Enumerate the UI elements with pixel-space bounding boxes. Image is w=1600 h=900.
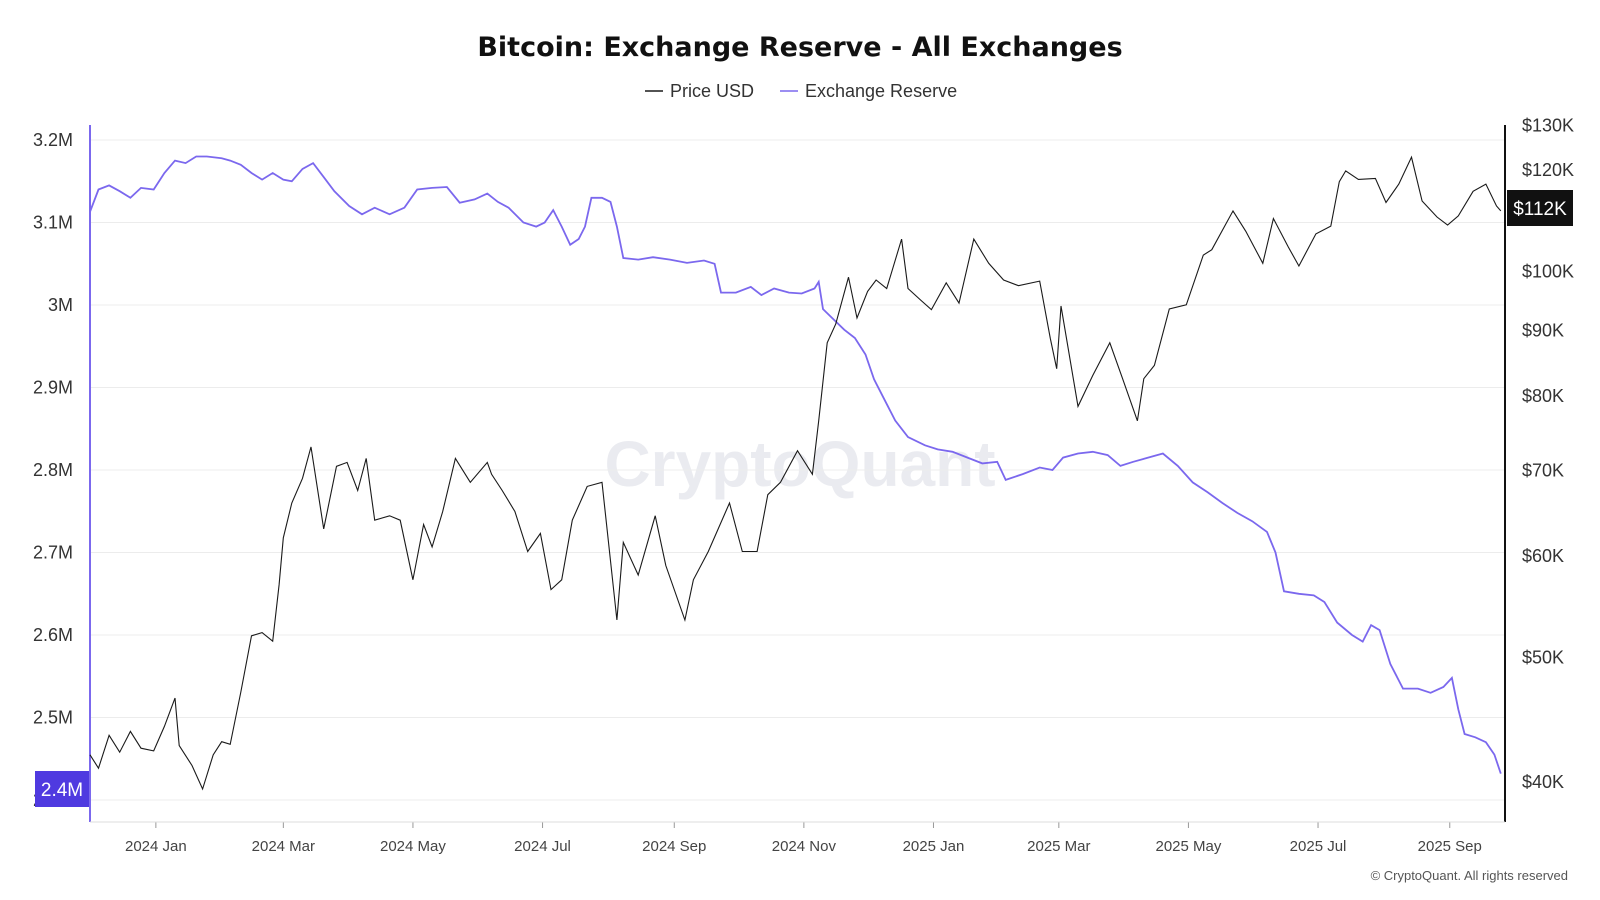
left-tick-label: 2.9M	[33, 378, 73, 398]
x-tick-label: 2024 Jul	[514, 838, 571, 855]
left-tick-label: 3M	[48, 295, 73, 315]
gridlines	[90, 139, 1505, 801]
x-axis-ticks: 2024 Jan 2024 Mar 2024 May 2024 Jul 2024 Sep…	[125, 822, 1482, 855]
x-tick-label: 2024 Nov	[772, 838, 837, 855]
right-tick-label: $100K	[1522, 262, 1574, 282]
x-tick-label: 2024 May	[380, 838, 446, 855]
right-tick-label: $40K	[1522, 772, 1564, 792]
left-tick-label: 2.6M	[33, 625, 73, 645]
x-tick-label: 2024 Sep	[642, 838, 706, 855]
x-tick-label: 2025 May	[1155, 838, 1221, 855]
right-tick-label: $80K	[1522, 386, 1564, 406]
footer-credit: © CryptoQuant. All rights reserved	[1371, 868, 1568, 883]
legend[interactable]: Price USD Exchange Reserve	[645, 81, 957, 101]
watermark: CryptoQuant	[604, 428, 995, 500]
reserve-badge-text: 2.4M	[41, 780, 83, 801]
right-tick-label: $90K	[1522, 320, 1564, 340]
right-tick-label: $60K	[1522, 546, 1564, 566]
series-line-exchange-reserve[interactable]	[89, 155, 1502, 774]
legend-label-reserve[interactable]: Exchange Reserve	[805, 81, 957, 101]
chart-title: Bitcoin: Exchange Reserve - All Exchange…	[477, 32, 1122, 63]
left-tick-label: 2.8M	[33, 460, 73, 480]
legend-label-price[interactable]: Price USD	[670, 81, 754, 101]
reserve-last-value-badge: 2.4M	[35, 771, 89, 807]
series-line-price-usd[interactable]	[89, 155, 1502, 791]
price-badge-background	[1507, 190, 1573, 226]
x-tick-label: 2024 Mar	[252, 838, 315, 855]
price-badge-text: $112K	[1513, 199, 1567, 220]
left-tick-label: 2.5M	[33, 708, 73, 728]
right-tick-label: $130K	[1522, 115, 1574, 135]
left-tick-label: 2.7M	[33, 543, 73, 563]
right-tick-label: $50K	[1522, 648, 1564, 668]
left-tick-label: 3.1M	[33, 213, 73, 233]
right-tick-label: $120K	[1522, 160, 1574, 180]
left-tick-label: 3.2M	[33, 130, 73, 150]
x-tick-label: 2025 Jan	[903, 838, 965, 855]
x-tick-label: 2025 Mar	[1027, 838, 1090, 855]
right-axis-ticks: $130K $120K $100K $90K $80K $70K $60K $50K $40K	[1522, 115, 1574, 792]
reserve-badge-background	[35, 771, 89, 807]
x-tick-label: 2025 Sep	[1418, 838, 1482, 855]
x-tick-label: 2025 Jul	[1290, 838, 1347, 855]
x-tick-label: 2024 Jan	[125, 838, 187, 855]
right-tick-label: $70K	[1522, 460, 1564, 480]
price-last-value-badge: $112K	[1507, 190, 1573, 226]
